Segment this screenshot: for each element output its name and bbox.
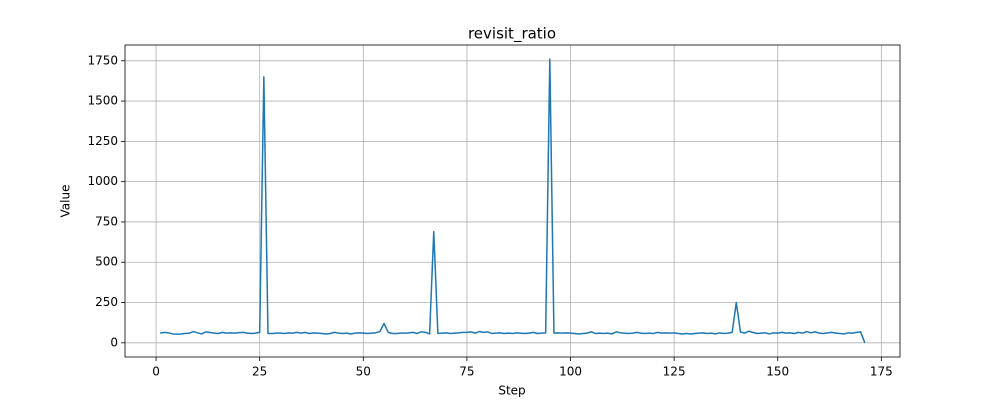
y-tick-label: 1500 [87, 94, 118, 108]
chart-title: revisit_ratio [468, 25, 556, 44]
x-tick-label: 75 [459, 365, 474, 379]
x-tick-label: 0 [152, 365, 160, 379]
y-tick-label: 1000 [87, 174, 118, 188]
plot-frame [124, 44, 901, 358]
y-axis-label: Value [59, 185, 73, 218]
y-tick-label: 500 [95, 255, 118, 269]
y-tick-label: 1750 [87, 53, 118, 67]
y-tick-label: 750 [95, 214, 118, 228]
y-tick-label: 250 [95, 295, 118, 309]
y-tick-label: 1250 [87, 134, 118, 148]
x-tick-label: 25 [252, 365, 267, 379]
x-tick-label: 50 [356, 365, 371, 379]
y-tick-label: 0 [110, 335, 118, 349]
x-tick-label: 175 [870, 365, 893, 379]
x-tick-label: 150 [766, 365, 789, 379]
x-tick-label: 125 [663, 365, 686, 379]
data-line [160, 58, 866, 344]
x-tick-label: 100 [559, 365, 582, 379]
x-axis-label: Step [498, 384, 525, 398]
